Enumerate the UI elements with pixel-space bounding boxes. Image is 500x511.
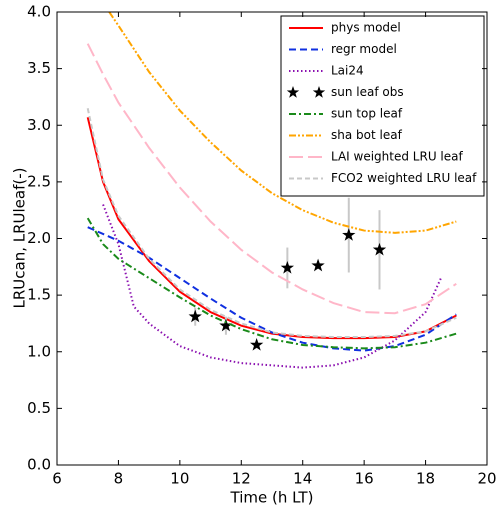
- legend-label: sha bot leaf: [331, 128, 403, 142]
- plot-area: [86, 12, 457, 369]
- legend-label: sun leaf obs: [331, 85, 404, 99]
- legend-marker: [286, 86, 300, 98]
- x-tick-label: 18: [416, 470, 435, 488]
- series-line: [102, 204, 442, 369]
- legend-box: [280, 15, 485, 197]
- legend-label: regr model: [331, 42, 397, 56]
- series-line: [86, 43, 457, 315]
- y-tick-label: 2.0: [27, 229, 51, 247]
- legend-label: sun top leaf: [331, 107, 403, 121]
- obs-star: [249, 337, 264, 351]
- y-tick-label: 1.5: [27, 286, 51, 304]
- legend: phys model regr model Lai24 sun leaf obs sun…: [280, 15, 485, 197]
- y-tick-label: 4.0: [27, 3, 51, 21]
- obs-star: [219, 318, 233, 332]
- legend-marker: [312, 86, 326, 98]
- x-tick-label: 16: [355, 470, 374, 488]
- y-tick-label: 0.0: [27, 456, 51, 474]
- obs-star: [311, 258, 325, 272]
- x-tick-label: 8: [114, 470, 124, 488]
- obs-star: [188, 309, 202, 323]
- y-tick-label: 1.0: [27, 342, 51, 360]
- legend-label: phys model: [331, 21, 401, 35]
- y-tick-label: 3.0: [27, 116, 51, 134]
- x-tick-label: 10: [170, 470, 189, 488]
- obs-star: [280, 260, 295, 274]
- series-line: [87, 226, 457, 352]
- y-tick-label: 3.5: [27, 59, 51, 77]
- x-tick-label: 6: [52, 470, 62, 488]
- series-line: [86, 108, 457, 339]
- obs-star: [342, 228, 356, 241]
- series-line: [108, 12, 457, 234]
- legend-label: FCO2 weighted LRU leaf: [331, 171, 477, 185]
- x-tick-label: 12: [232, 470, 251, 488]
- x-tick-label: 20: [477, 470, 496, 488]
- x-tick-label: 14: [293, 470, 312, 488]
- obs-star: [372, 242, 387, 256]
- x-axis-label: Time (h LT): [230, 489, 314, 507]
- series-line: [86, 117, 457, 340]
- y-axis-label: LRUcan, LRUleaf(-): [11, 168, 29, 309]
- legend-label: LAI weighted LRU leaf: [331, 150, 463, 164]
- y-tick-label: 2.5: [27, 172, 51, 190]
- y-tick-label: 0.5: [27, 399, 51, 417]
- legend-label: Lai24: [331, 64, 364, 78]
- series-line: [86, 217, 457, 350]
